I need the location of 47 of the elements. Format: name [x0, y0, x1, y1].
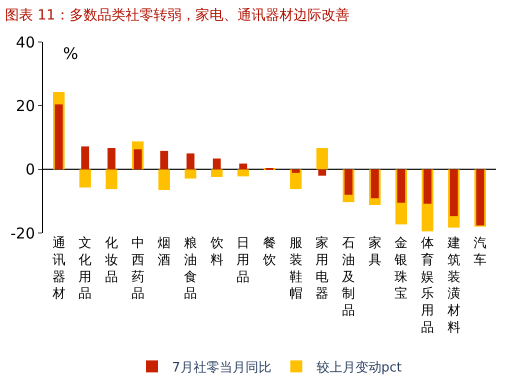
- bar: [292, 169, 300, 173]
- legend-label: 7月社零当月同比: [172, 360, 272, 376]
- x-tick-label: 金银珠宝: [394, 236, 408, 302]
- bar: [134, 149, 142, 170]
- bar: [54, 104, 63, 170]
- x-tick-label: 建筑装潢材料: [446, 236, 460, 336]
- bar: [424, 169, 432, 204]
- x-tick-label: 中西药品: [131, 236, 144, 302]
- y-axis-title: %: [63, 44, 78, 63]
- bar: [316, 148, 328, 170]
- x-tick-label: 文化用品: [78, 236, 92, 302]
- legend-label: 较上月变动pct: [316, 360, 402, 376]
- bar: [450, 169, 458, 216]
- x-tick-label: 饮料: [209, 236, 224, 268]
- bar: [397, 169, 406, 203]
- x-tick-label: 通讯器材: [51, 236, 66, 302]
- x-tick-label: 汽车: [474, 236, 487, 268]
- bar: [79, 169, 91, 188]
- y-tick-label: 0: [25, 160, 35, 179]
- bar: [108, 148, 116, 170]
- bar: [186, 153, 194, 170]
- chart-title: 图表 11：多数品类社零转弱，家电、通讯器材边际改善: [5, 6, 350, 24]
- bar: [81, 146, 90, 170]
- bar: [344, 169, 352, 195]
- x-tick-label: 餐饮: [262, 236, 276, 268]
- x-tick-label: 服装鞋帽: [289, 236, 302, 302]
- x-tick-label: 体育娱乐用品: [421, 236, 434, 336]
- bar: [106, 169, 118, 190]
- x-tick-label: 石油及制品: [342, 236, 356, 319]
- bar: [158, 169, 170, 190]
- bar: [211, 169, 223, 177]
- bar: [237, 169, 249, 176]
- bar: [370, 169, 379, 198]
- bar: [184, 169, 196, 179]
- x-tick-label: 粮油食品: [184, 236, 197, 302]
- bar: [160, 150, 168, 170]
- x-tick-label: 家具: [368, 235, 382, 268]
- bar: [239, 164, 248, 170]
- bar: [212, 158, 221, 170]
- y-tick-label: -20: [10, 224, 35, 242]
- x-tick-label: 家用电器: [316, 235, 329, 302]
- y-tick-label: 40: [16, 33, 35, 52]
- bar: [318, 169, 326, 176]
- x-tick-label: 日用品: [236, 236, 250, 285]
- x-tick-label: 化妆品: [104, 236, 118, 285]
- y-tick-label: 20: [16, 96, 35, 115]
- x-tick-label: 烟酒: [158, 236, 171, 268]
